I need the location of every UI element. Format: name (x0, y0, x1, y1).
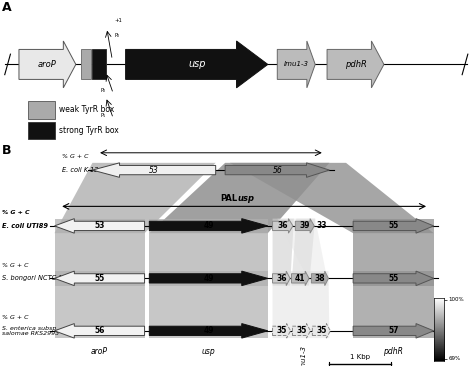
Polygon shape (353, 271, 434, 338)
Polygon shape (55, 219, 145, 285)
Text: 38: 38 (315, 274, 325, 283)
Text: 49: 49 (203, 274, 214, 283)
Polygon shape (277, 219, 328, 285)
Text: A: A (2, 1, 12, 15)
Polygon shape (292, 324, 310, 338)
Polygon shape (273, 271, 290, 285)
Text: 39: 39 (300, 221, 310, 231)
Text: 41: 41 (295, 274, 306, 283)
Bar (28, 101, 55, 119)
Polygon shape (55, 163, 216, 233)
Text: 55: 55 (388, 221, 399, 231)
Polygon shape (292, 271, 309, 285)
Text: aroP: aroP (38, 60, 57, 69)
Text: 33: 33 (316, 221, 327, 231)
Text: Imu1-3: Imu1-3 (301, 345, 306, 366)
Polygon shape (92, 49, 106, 79)
Text: 53: 53 (94, 221, 105, 231)
Text: B: B (2, 144, 12, 157)
Polygon shape (149, 163, 329, 233)
Text: 36: 36 (277, 221, 288, 231)
Text: 36: 36 (276, 274, 287, 283)
Text: weak TyrR box: weak TyrR box (59, 105, 115, 114)
Text: 49: 49 (203, 326, 214, 335)
Polygon shape (55, 219, 145, 233)
Text: aroP: aroP (91, 347, 108, 356)
Text: P₂: P₂ (100, 88, 106, 93)
Text: % G + C: % G + C (62, 154, 88, 160)
Polygon shape (81, 49, 91, 79)
Text: salomae RKS2993: salomae RKS2993 (2, 331, 60, 336)
Polygon shape (149, 271, 268, 285)
Text: +1: +1 (114, 18, 122, 23)
Polygon shape (353, 324, 434, 338)
Polygon shape (19, 41, 76, 88)
Polygon shape (149, 271, 268, 338)
Polygon shape (149, 219, 268, 285)
Text: 55: 55 (94, 274, 105, 283)
Text: usp: usp (237, 194, 254, 203)
Polygon shape (277, 41, 315, 88)
Text: % G + C: % G + C (2, 315, 29, 320)
Text: S. enterica subsp.: S. enterica subsp. (2, 326, 59, 330)
Polygon shape (55, 271, 145, 285)
Polygon shape (273, 324, 291, 338)
Text: E. coli K-12 MG1655: E. coli K-12 MG1655 (62, 167, 128, 173)
Text: pdhR: pdhR (383, 347, 403, 356)
Text: E. coli UTI89: E. coli UTI89 (2, 223, 48, 229)
Polygon shape (292, 219, 315, 285)
Text: 35: 35 (276, 326, 287, 335)
Text: P₁: P₁ (100, 113, 106, 118)
Polygon shape (273, 219, 293, 233)
Text: 35: 35 (316, 326, 327, 335)
Polygon shape (149, 219, 268, 233)
Polygon shape (92, 163, 216, 178)
Text: % G + C: % G + C (2, 263, 29, 268)
Text: 56: 56 (273, 165, 282, 175)
Text: 56: 56 (94, 326, 105, 335)
Text: S. bongori NCTC 12419: S. bongori NCTC 12419 (2, 275, 80, 281)
Text: PAL: PAL (220, 194, 237, 203)
Polygon shape (353, 271, 434, 285)
Text: 1 Kbp: 1 Kbp (350, 354, 370, 361)
Text: 49: 49 (203, 221, 214, 231)
Text: 57: 57 (388, 326, 399, 335)
Polygon shape (55, 271, 145, 338)
Text: P₂: P₂ (114, 33, 119, 38)
Polygon shape (55, 324, 145, 338)
Polygon shape (230, 163, 434, 233)
Polygon shape (353, 219, 434, 233)
Text: pdhR: pdhR (345, 60, 366, 69)
Polygon shape (353, 219, 434, 285)
Polygon shape (225, 163, 329, 178)
Polygon shape (312, 324, 330, 338)
Polygon shape (327, 41, 384, 88)
Text: 55: 55 (388, 274, 399, 283)
Text: % G + C: % G + C (2, 210, 30, 215)
Text: usp: usp (201, 347, 216, 356)
Text: 35: 35 (296, 326, 307, 335)
Bar (28, 122, 55, 139)
Text: usp: usp (188, 59, 205, 70)
Polygon shape (295, 219, 314, 233)
Polygon shape (149, 324, 268, 338)
Polygon shape (126, 41, 268, 88)
Text: strong TyrR box: strong TyrR box (59, 126, 119, 135)
Text: 53: 53 (149, 165, 159, 175)
Polygon shape (273, 271, 329, 338)
Text: Imu1-3: Imu1-3 (284, 61, 309, 67)
Polygon shape (273, 219, 294, 285)
Polygon shape (311, 271, 328, 285)
